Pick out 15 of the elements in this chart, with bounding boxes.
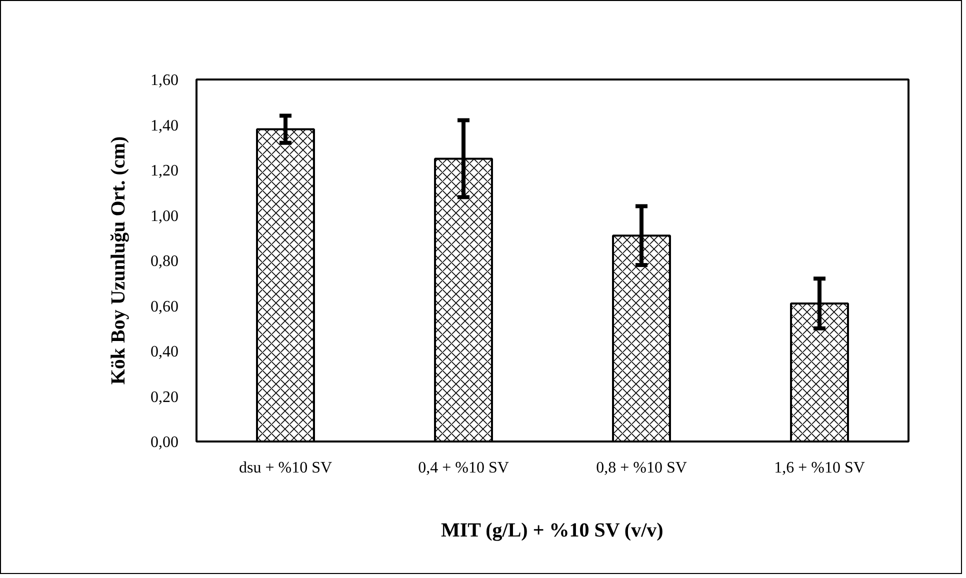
y-tick-label: 0,00 <box>150 434 178 451</box>
x-tick-label: 0,4 + %10 SV <box>418 460 510 476</box>
x-tick-label: 0,8 + %10 SV <box>596 460 688 476</box>
y-tick-label: 0,20 <box>150 388 178 406</box>
y-tick-label: 1,40 <box>150 117 178 134</box>
x-tick-label: dsu + %10 SV <box>238 460 332 476</box>
x-tick-label: 1,6 + %10 SV <box>774 460 866 476</box>
y-tick-label: 0,40 <box>150 344 178 360</box>
x-axis-title: MIT (g/L) + %10 SV (v/v) <box>440 520 664 542</box>
y-axis-title: Kök Boy Uzunluğu Ort. (cm) <box>108 136 130 385</box>
y-tick-label: 0,80 <box>150 253 178 270</box>
y-tick-label: 1,20 <box>150 162 178 180</box>
y-tick-label: 0,60 <box>150 298 178 316</box>
y-tick-label: 1,00 <box>150 208 178 225</box>
y-tick-label: 1,60 <box>150 72 178 89</box>
